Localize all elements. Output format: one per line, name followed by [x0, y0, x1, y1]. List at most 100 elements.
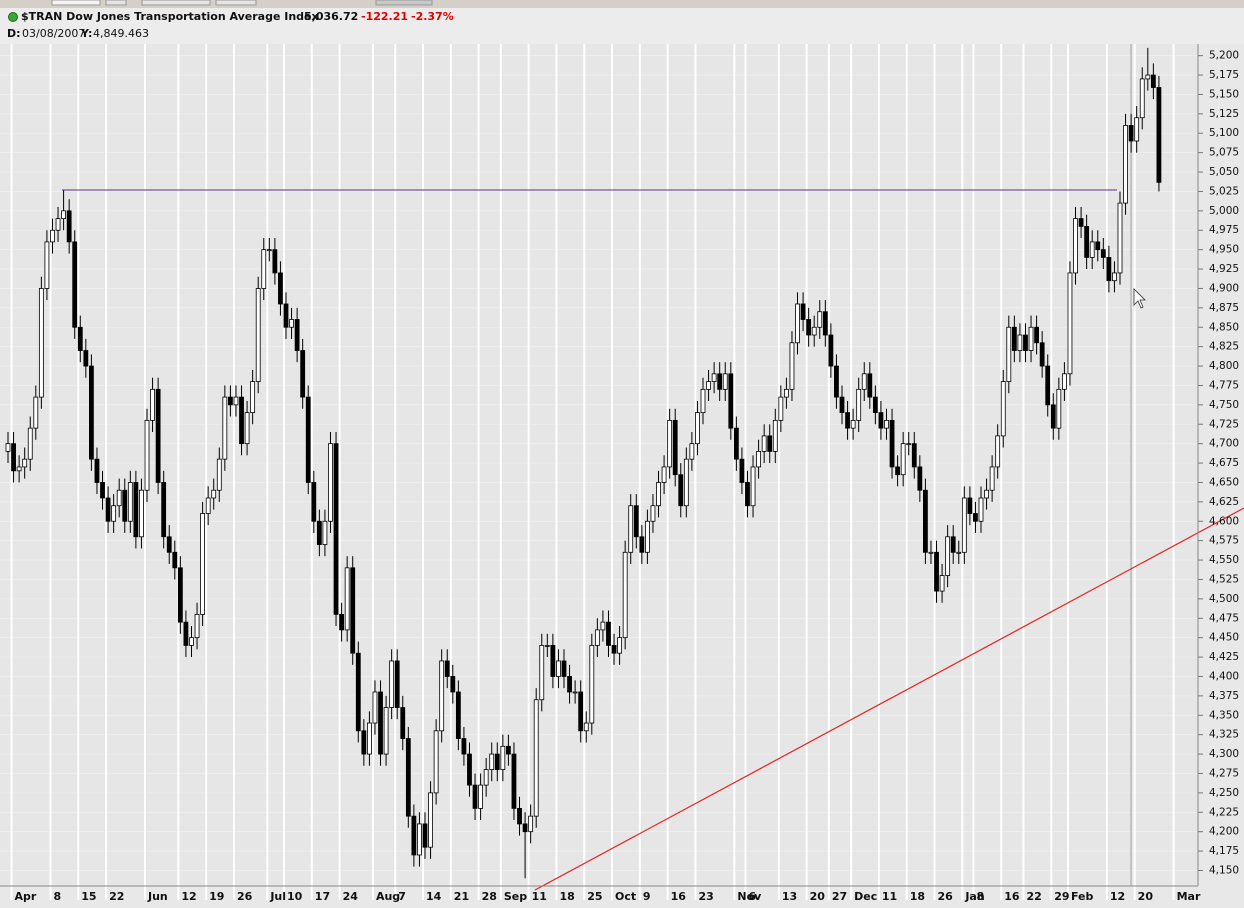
toolbar-strip: [0, 0, 1244, 8]
candle-body: [895, 466, 900, 476]
header-bar: [0, 8, 1244, 44]
y-tick-label: 4,775: [1209, 379, 1239, 391]
candle-body: [789, 342, 795, 390]
candle-body: [567, 676, 572, 693]
candle-body: [194, 613, 200, 639]
x-tick-label: Oct: [615, 890, 636, 903]
toolbar-tab[interactable]: [375, 0, 433, 6]
x-tick-label: 14: [426, 890, 442, 903]
mouse-cursor: [1133, 288, 1146, 309]
header-last: 5,036.72: [304, 10, 358, 23]
candle-body: [239, 396, 244, 445]
x-tick-label: 20: [810, 890, 826, 903]
x-tick-label: 9: [643, 890, 651, 903]
candle-body: [784, 388, 789, 398]
candle-body: [967, 497, 973, 514]
candle-body: [422, 823, 428, 848]
candle-body: [1050, 404, 1056, 429]
candle-body: [55, 218, 61, 231]
candle-body: [505, 745, 511, 755]
toolbar-tab[interactable]: [51, 0, 101, 6]
x-tick-label: 10: [287, 890, 303, 903]
toolbar-tab[interactable]: [141, 0, 211, 6]
x-tick-label: 18: [910, 890, 925, 903]
y-tick-label: 4,600: [1209, 515, 1239, 527]
x-tick-label: 20: [1138, 890, 1154, 903]
candle-body: [44, 241, 50, 289]
candle-body: [761, 435, 767, 452]
y-tick-label: 4,475: [1209, 612, 1239, 624]
candle-body: [300, 350, 306, 398]
candle-body: [216, 458, 222, 491]
candle-body: [956, 551, 962, 554]
candle-body: [806, 319, 812, 336]
y-tick-label: 4,925: [1209, 263, 1239, 275]
x-tick-label: 12: [181, 890, 196, 903]
x-tick-label: 27: [832, 890, 847, 903]
header-change-pct: -2.37%: [411, 10, 454, 23]
candle-body: [94, 458, 100, 483]
header-y-value: 4,849.463: [93, 27, 149, 40]
candle-body: [733, 427, 739, 460]
y-tick-label: 4,450: [1209, 632, 1239, 644]
y-tick-label: 4,400: [1209, 670, 1239, 682]
candle-body: [700, 388, 706, 414]
candle-body: [150, 388, 155, 421]
candle-body: [255, 288, 261, 382]
candle-body: [606, 621, 611, 646]
candle-body: [1134, 117, 1140, 142]
candle-body: [100, 482, 105, 499]
candle-body: [417, 823, 422, 856]
candle-body: [500, 745, 506, 770]
candle-body: [628, 505, 634, 553]
candle-body: [400, 707, 406, 739]
candle-body: [333, 443, 339, 615]
candle-body: [461, 738, 467, 755]
candle-body: [72, 241, 78, 328]
candle-body: [884, 419, 889, 429]
candle-body: [600, 621, 606, 631]
x-tick-label: 13: [782, 890, 797, 903]
x-tick-label: 21: [454, 890, 469, 903]
toolbar-tab[interactable]: [215, 0, 257, 6]
y-tick-label: 4,525: [1209, 573, 1239, 585]
x-tick-label: 24: [343, 890, 359, 903]
candle-body: [1156, 87, 1162, 183]
candle-body: [683, 458, 689, 507]
candle-body: [1084, 225, 1090, 258]
x-tick-label: 16: [671, 890, 687, 903]
candle-body: [316, 520, 322, 545]
x-tick-label: Sep: [504, 890, 527, 903]
y-tick-label: 4,350: [1209, 709, 1239, 721]
candle-body: [183, 621, 189, 646]
candle-body: [33, 396, 39, 429]
candle-body: [478, 784, 484, 809]
candle-body: [978, 497, 984, 522]
axes: 4,150 4,175 4,200 4,225 4,250 4,275 4,300 4,325…: [15, 50, 1240, 903]
x-tick-label: Jan: [964, 890, 984, 903]
header-title: $TRAN Dow Jones Transportation Average I…: [21, 10, 319, 23]
candle-body: [16, 466, 22, 472]
header-y-label: Y:: [80, 27, 92, 40]
candle-body: [1128, 125, 1134, 142]
candle-body: [444, 660, 450, 677]
x-tick-label: Feb: [1071, 890, 1094, 903]
candle-body: [1117, 202, 1123, 274]
candle-body: [83, 350, 89, 367]
candle-body: [428, 792, 433, 848]
y-tick-label: 5,075: [1209, 147, 1239, 159]
x-tick-label: 8: [53, 890, 61, 903]
candle-body: [483, 769, 489, 786]
candle-body: [1089, 241, 1095, 258]
x-tick-label: 26: [938, 890, 954, 903]
x-tick-label: Jul: [269, 890, 286, 903]
candle-body: [856, 388, 862, 421]
candle-body: [722, 373, 728, 390]
candle-body: [166, 536, 172, 553]
candle-body: [544, 645, 550, 647]
candle-body: [127, 482, 133, 522]
y-tick-label: 4,375: [1209, 690, 1239, 702]
candle-body: [116, 489, 122, 507]
toolbar-tab[interactable]: [105, 0, 127, 6]
